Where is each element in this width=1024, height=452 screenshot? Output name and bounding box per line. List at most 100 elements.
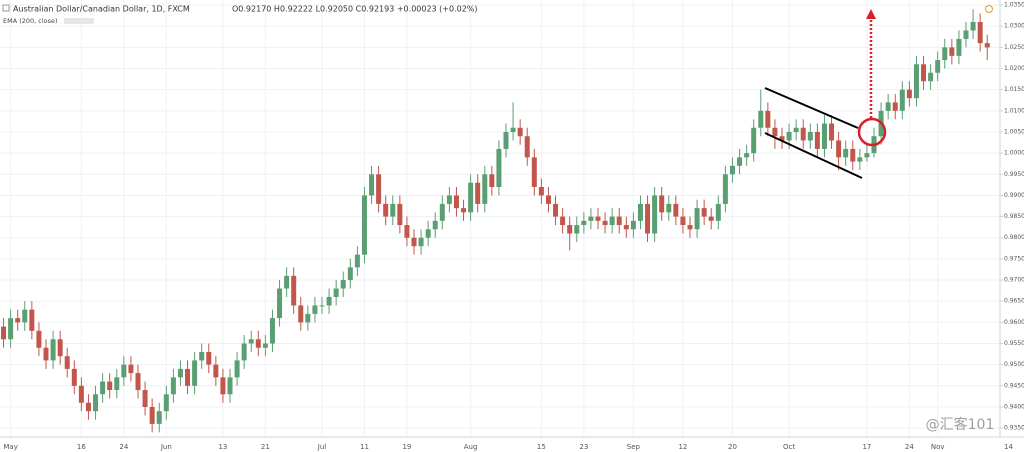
candle-body <box>737 157 743 166</box>
y-tick-label: 1.01500 <box>1004 86 1024 93</box>
x-tick-label: 13 <box>218 443 227 451</box>
candle-body <box>206 351 212 365</box>
price-axis <box>1000 0 1024 452</box>
candle-body <box>361 195 367 255</box>
candle-body <box>29 309 35 331</box>
candle-body <box>885 102 891 111</box>
candle-body <box>652 195 658 234</box>
candle-body <box>482 174 488 204</box>
candle-body <box>156 411 162 424</box>
candle-body <box>369 174 375 196</box>
candle-body <box>170 377 176 395</box>
candle-body <box>715 203 721 221</box>
candle-body <box>85 402 91 412</box>
candle-body <box>114 377 120 391</box>
candle-body <box>567 225 573 234</box>
settings-icon[interactable] <box>985 5 993 13</box>
candle-body <box>503 131 509 149</box>
candle-body <box>340 280 346 289</box>
candle-body <box>935 60 941 73</box>
indicator-controls[interactable] <box>64 18 94 24</box>
y-tick-label: 0.93500 <box>1004 425 1024 432</box>
candle-body <box>821 123 827 149</box>
candle-body <box>496 148 502 187</box>
x-tick-label: 19 <box>402 443 411 451</box>
y-tick-label: 1.02000 <box>1004 65 1024 72</box>
candle-body <box>666 203 672 213</box>
breakout-circle <box>857 117 887 147</box>
candle-body <box>645 203 651 234</box>
candle-body <box>800 127 806 141</box>
candle-body <box>1 326 7 340</box>
candle-body <box>616 216 622 226</box>
candle-body <box>100 381 106 395</box>
candle-body <box>722 174 728 204</box>
candle-body <box>43 347 49 361</box>
candle-body <box>814 131 820 149</box>
candle-body <box>8 318 14 340</box>
candle-body <box>319 305 325 307</box>
candle-body <box>956 38 962 56</box>
y-tick-label: 1.03500 <box>1004 2 1024 9</box>
candle-body <box>390 203 396 217</box>
candle-body <box>291 275 297 306</box>
x-tick-label: 17 <box>862 443 871 451</box>
x-tick-label: Aug <box>464 443 478 451</box>
candle-body <box>609 216 615 226</box>
header-icon[interactable] <box>2 4 10 12</box>
y-tick-label: 1.02500 <box>1004 44 1024 51</box>
candle-body <box>461 208 467 213</box>
candle-body <box>220 377 226 395</box>
candle-body <box>560 216 566 226</box>
candle-body <box>765 110 771 128</box>
candle-body <box>71 368 77 386</box>
chart-title: Australian Dollar/Canadian Dollar, 1D, F… <box>13 5 190 14</box>
x-tick-label: Jul <box>317 443 327 451</box>
candle-body <box>729 165 735 175</box>
candle-body <box>553 203 559 217</box>
candle-body <box>185 368 191 386</box>
x-tick-label: 20 <box>728 443 737 451</box>
candle-body <box>637 203 643 221</box>
candle-body <box>843 148 849 158</box>
ohlc-readout: O0.92170 H0.92222 L0.92050 C0.92193 +0.0… <box>232 5 478 14</box>
x-tick-label: 24 <box>119 443 128 451</box>
x-axis: May 16 24 Jun 13 21 Jul 11 19 Aug 15 23 Sep 12 20 Oct 17… <box>3 443 1013 451</box>
candle-body <box>425 229 431 238</box>
candle-body <box>107 381 113 391</box>
x-tick-label: Sep <box>627 443 641 451</box>
candle-body <box>829 123 835 141</box>
candle-body <box>984 43 990 48</box>
candle-body <box>574 225 580 234</box>
candle-body <box>411 237 417 247</box>
candle-body <box>36 330 42 348</box>
candle-body <box>15 318 21 323</box>
candle-body <box>248 339 254 344</box>
candle-body <box>432 220 438 230</box>
candle-body <box>475 182 481 204</box>
candle-body <box>149 406 155 424</box>
candle-body <box>312 305 318 314</box>
candle-body <box>807 131 813 141</box>
candle-body <box>142 390 148 407</box>
y-tick-label: 1.00500 <box>1004 128 1024 135</box>
candle-body <box>57 339 63 357</box>
watermark: @汇客101 <box>926 416 995 433</box>
candle-body <box>772 127 778 137</box>
candle-body <box>942 47 948 61</box>
grid <box>0 0 1000 437</box>
candle-body <box>347 267 353 281</box>
x-tick-label: Nov <box>931 443 945 451</box>
candle-body <box>468 182 474 213</box>
candle-body <box>899 89 905 111</box>
candle-body <box>93 394 99 412</box>
